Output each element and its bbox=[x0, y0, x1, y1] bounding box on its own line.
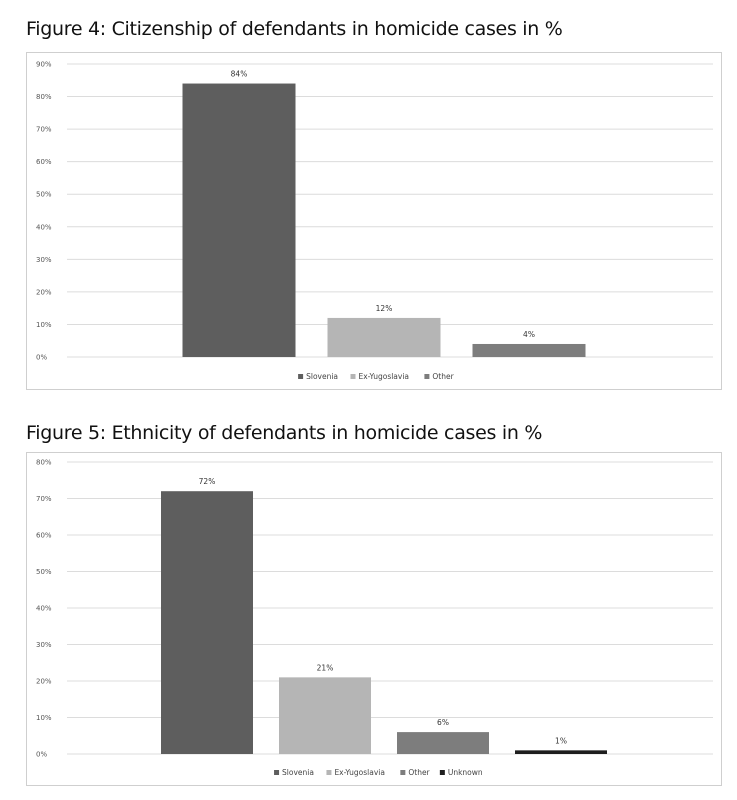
y-tick-label: 50% bbox=[36, 568, 52, 576]
y-tick-label: 60% bbox=[36, 158, 52, 166]
legend-label-slovenia: Slovenia bbox=[306, 372, 338, 381]
data-label-other: 4% bbox=[523, 330, 535, 339]
legend-swatch-ex-yugoslavia bbox=[350, 374, 356, 379]
y-tick-label: 40% bbox=[36, 605, 52, 613]
bar-ex-yugoslavia bbox=[327, 317, 441, 357]
y-tick-label: 0% bbox=[36, 354, 47, 362]
bar-unknown bbox=[515, 750, 607, 754]
data-label-ex-yugoslavia: 12% bbox=[376, 304, 393, 313]
data-label-unknown: 1% bbox=[555, 736, 567, 745]
bar-other bbox=[472, 343, 586, 357]
legend-label-ex-yugoslavia: Ex-Yugoslavia bbox=[334, 768, 385, 777]
legend-swatch-other bbox=[424, 374, 430, 379]
y-tick-label: 50% bbox=[36, 191, 52, 199]
figure-4-plot: 0% 10% 20% 30% 40% 50% 60% 70% 80% 90% 84% 12% 4% Slo… bbox=[36, 61, 713, 381]
y-tick-label: 70% bbox=[36, 126, 52, 134]
y-tick-label: 10% bbox=[36, 321, 52, 329]
legend-label-other: Other bbox=[408, 768, 430, 777]
bar-other bbox=[397, 732, 489, 754]
legend-label-other: Other bbox=[432, 372, 454, 381]
data-label-slovenia: 84% bbox=[231, 70, 248, 79]
legend-swatch-other bbox=[400, 770, 406, 775]
bar-ex-yugoslavia bbox=[279, 677, 371, 754]
legend-swatch-slovenia bbox=[274, 770, 280, 775]
y-tick-label: 30% bbox=[36, 256, 52, 264]
figure-5-chart: 0% 10% 20% 30% 40% 50% 60% 70% 80% 72% 21% 6% 1% Slov… bbox=[26, 452, 722, 786]
figure-4-title: Figure 4: Citizenship of defendants in h… bbox=[26, 18, 563, 40]
y-tick-label: 90% bbox=[36, 61, 52, 69]
figure-5-title: Figure 5: Ethnicity of defendants in hom… bbox=[26, 422, 543, 444]
bar-slovenia bbox=[161, 491, 253, 754]
y-tick-label: 0% bbox=[36, 751, 47, 759]
legend-label-unknown: Unknown bbox=[448, 768, 483, 777]
y-tick-label: 30% bbox=[36, 641, 52, 649]
legend-swatch-ex-yugoslavia bbox=[326, 770, 332, 775]
data-label-other: 6% bbox=[437, 718, 449, 727]
data-label-ex-yugoslavia: 21% bbox=[317, 663, 334, 672]
y-tick-label: 10% bbox=[36, 714, 52, 722]
data-label-slovenia: 72% bbox=[199, 477, 216, 486]
legend-label-slovenia: Slovenia bbox=[282, 768, 314, 777]
legend-label-ex-yugoslavia: Ex-Yugoslavia bbox=[359, 372, 410, 381]
y-tick-label: 70% bbox=[36, 495, 52, 503]
y-tick-label: 80% bbox=[36, 93, 52, 101]
y-tick-label: 20% bbox=[36, 678, 52, 686]
legend-swatch-unknown bbox=[439, 770, 445, 775]
y-tick-label: 80% bbox=[36, 459, 52, 467]
y-tick-label: 40% bbox=[36, 223, 52, 231]
y-tick-label: 20% bbox=[36, 288, 52, 296]
legend-swatch-slovenia bbox=[298, 374, 304, 379]
bar-slovenia bbox=[182, 83, 296, 358]
figure-4-chart: 0% 10% 20% 30% 40% 50% 60% 70% 80% 90% 84% 12% 4% Slo… bbox=[26, 52, 722, 390]
figure-5-plot: 0% 10% 20% 30% 40% 50% 60% 70% 80% 72% 21% 6% 1% Slov… bbox=[36, 459, 713, 777]
y-tick-label: 60% bbox=[36, 532, 52, 540]
